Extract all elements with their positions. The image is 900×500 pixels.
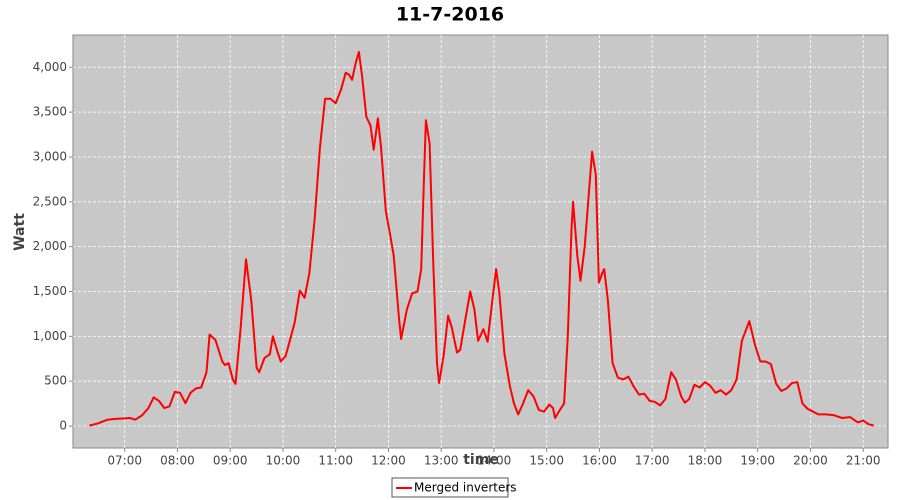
chart-title: 11-7-2016 <box>396 4 504 26</box>
x-tick-label: 20:00 <box>793 454 828 468</box>
y-tick-label: 3,500 <box>33 105 67 119</box>
x-tick-label: 11:00 <box>318 454 353 468</box>
x-tick-label: 16:00 <box>582 454 617 468</box>
y-tick-label: 1,500 <box>33 284 67 298</box>
y-tick-label: 0 <box>59 419 67 433</box>
y-tick-label: 2,500 <box>33 194 67 208</box>
plot-area <box>72 34 889 449</box>
x-axis-label: time <box>463 452 499 468</box>
x-tick-label: 09:00 <box>213 454 248 468</box>
y-tick-label: 4,000 <box>33 60 67 74</box>
x-tick-label: 17:00 <box>635 454 670 468</box>
x-tick-label: 10:00 <box>266 454 301 468</box>
x-tick-label: 21:00 <box>846 454 881 468</box>
x-tick-label: 13:00 <box>424 454 459 468</box>
x-tick-label: 19:00 <box>740 454 775 468</box>
y-tick-label: 1,000 <box>33 329 67 343</box>
y-tick-label: 500 <box>44 374 67 388</box>
y-tick-label: 2,000 <box>33 239 67 253</box>
y-axis-label: Watt <box>12 213 28 251</box>
legend-label: Merged inverters <box>414 481 517 495</box>
x-tick-label: 18:00 <box>688 454 723 468</box>
x-tick-label: 08:00 <box>160 454 195 468</box>
x-tick-label: 07:00 <box>107 454 142 468</box>
x-tick-label: 15:00 <box>529 454 564 468</box>
x-tick-label: 12:00 <box>371 454 406 468</box>
y-tick-label: 3,000 <box>33 149 67 163</box>
series-line <box>89 51 875 427</box>
x-tick-label: 14:00 <box>477 454 512 468</box>
legend <box>391 477 509 498</box>
